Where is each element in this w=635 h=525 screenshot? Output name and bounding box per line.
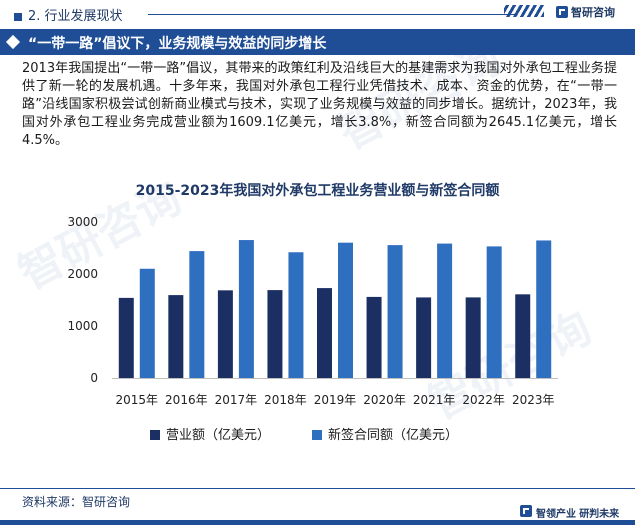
bottom-bar (0, 520, 635, 525)
bar-new-contracts (288, 252, 304, 378)
body-paragraph: 2013年我国提出“一带一路”倡议，其带来的政策红利及沿线巨大的基建需求为我国对… (22, 61, 617, 148)
x-tick-label: 2015年 (116, 393, 159, 407)
chart-legend: 营业额（亿美元） 新签合同额（亿美元） (150, 424, 490, 443)
section-header: 2. 行业发展现状 智研咨询 (0, 0, 635, 28)
legend-item-contracts: 新签合同额（亿美元） (312, 424, 458, 443)
x-tick-label: 2020年 (363, 393, 406, 407)
bar-new-contracts (536, 240, 552, 378)
bar-new-contracts (238, 240, 254, 378)
brand-name: 智研咨询 (571, 6, 615, 19)
brand: 智研咨询 (556, 4, 615, 20)
y-tick-label: 2000 (67, 267, 98, 281)
legend-item-revenue: 营业额（亿美元） (150, 424, 270, 443)
legend-label-contracts: 新签合同额（亿美元） (328, 428, 459, 443)
bar-revenue (168, 295, 184, 378)
bar-revenue (465, 297, 481, 378)
bar-new-contracts (437, 243, 453, 378)
footer-rule (0, 488, 635, 489)
legend-swatch-contracts (312, 430, 322, 440)
slogan: 智领产业 研判未来 (536, 505, 619, 520)
footer-logo-icon (520, 505, 532, 517)
section-label: 2. 行业发展现状 (14, 5, 123, 24)
bar-new-contracts (139, 268, 155, 378)
legend-swatch-revenue (150, 430, 160, 440)
x-tick-label: 2017年 (215, 393, 258, 407)
bar-revenue (217, 290, 233, 378)
slogan-part-b: 研判未来 (579, 509, 620, 520)
bar-revenue (515, 294, 531, 378)
bar-new-contracts (387, 245, 403, 378)
square-bullet-icon (14, 12, 22, 21)
bar-new-contracts (189, 251, 205, 378)
x-tick-label: 2016年 (165, 393, 208, 407)
bar-new-contracts (338, 242, 353, 378)
legend-label-revenue: 营业额（亿美元） (166, 428, 271, 443)
bar-revenue (366, 296, 382, 378)
x-tick-label: 2022年 (462, 393, 505, 407)
header-rule (148, 14, 516, 15)
brand-logo-icon (556, 6, 568, 18)
bar-revenue (118, 297, 134, 378)
page-title: “一带一路”倡议下，业务规模与效益的同步增长 (28, 36, 327, 52)
x-tick-label: 2019年 (314, 393, 357, 407)
stripes-decoration-icon (504, 5, 544, 17)
y-tick-label: 1000 (67, 319, 98, 333)
chart-title: 2015-2023年我国对外承包工程业务营业额与新签合同额 (135, 183, 500, 199)
y-tick-label: 3000 (67, 215, 98, 229)
bar-revenue (267, 290, 283, 378)
y-tick-label: 0 (90, 371, 98, 385)
bar-new-contracts (486, 246, 502, 378)
x-tick-label: 2023年 (512, 393, 555, 407)
bar-revenue (317, 288, 332, 378)
x-tick-label: 2021年 (413, 393, 456, 407)
bar-revenue (416, 297, 432, 378)
slogan-part-a: 智领产业 (536, 509, 576, 520)
section-label-text: 2. 行业发展现状 (28, 9, 123, 24)
title-bar: “一带一路”倡议下，业务规模与效益的同步增长 (0, 29, 635, 55)
x-tick-label: 2018年 (264, 393, 307, 407)
source-note: 资料来源：智研咨询 (22, 495, 131, 509)
